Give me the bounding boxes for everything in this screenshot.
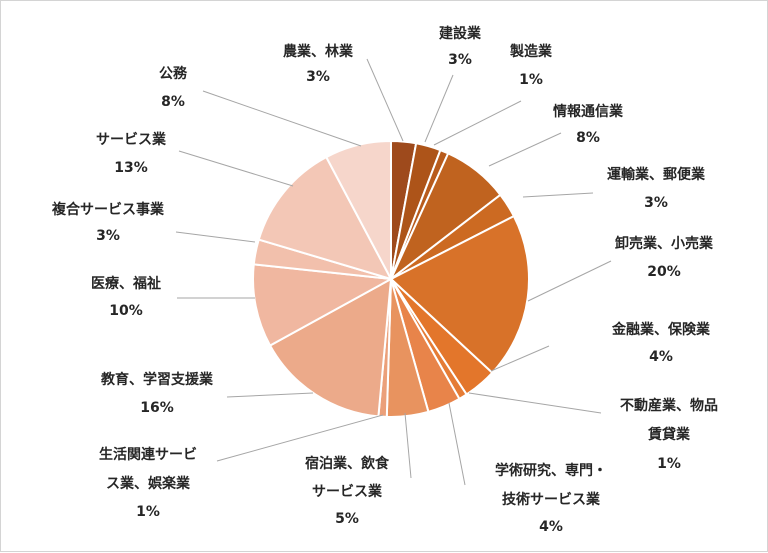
slice-category-label: サービス業 [96,131,167,148]
pie-slice [252,263,395,347]
slice-category-label: ス業、娯楽業 [106,475,191,492]
slice-category-label: 複合サービス事業 [51,201,165,218]
slice-percent-label: 3% [448,52,472,68]
leader-line [522,192,594,198]
pie-slice [268,277,393,418]
slice-percent-label: 3% [644,195,668,211]
slice-percent-label: 5% [335,511,359,527]
slice-category-label: 情報通信業 [553,103,624,120]
slice-category-label: 学術研究、専門・ [495,462,607,479]
leader-lines [175,58,612,486]
slice-percent-label: 3% [306,69,330,85]
slice-category-label: 不動産業、物品 [620,397,718,414]
leader-line [448,402,466,486]
slice-percent-label: 1% [519,72,543,88]
leader-line [468,392,602,414]
slice-category-label: 運輸業、郵便業 [607,166,706,183]
slice-labels: 農業、林業 3% 建設業 3% 製造業 1% 情報通信業 8% 運輸業、郵便業 3% 卸売業、小売業… [51,25,718,535]
slice-category-label: 金融業、保険業 [611,321,711,338]
slice-percent-label: 4% [539,519,563,535]
slice-category-label: 公務 [159,65,188,82]
slice-percent-label: 1% [657,456,681,472]
leader-line [226,392,314,398]
slice-category-label: 教育、学習支援業 [101,371,214,388]
pie-slices [252,139,530,418]
leader-line [433,100,522,146]
leader-line [175,231,256,243]
leader-line [488,132,562,167]
slice-category-label: 賃貸業 [647,426,691,443]
pie-slice [389,214,530,375]
leader-line [216,414,384,462]
slice-percent-label: 20% [647,264,681,280]
leader-line [202,90,362,147]
pie-slice [257,155,394,281]
leader-line [424,74,454,143]
leader-line [404,412,412,479]
slice-percent-label: 3% [96,228,120,244]
slice-percent-label: 8% [576,130,600,146]
leader-line [527,260,612,302]
slice-percent-label: 4% [649,349,673,365]
slice-percent-label: 8% [161,94,185,110]
slice-category-label: サービス業 [312,483,383,500]
leader-line [178,150,294,187]
slice-category-label: 宿泊業、飲食 [305,455,390,472]
slice-percent-label: 1% [136,504,160,520]
leader-line [366,58,404,142]
slice-percent-label: 16% [140,400,174,416]
slice-category-label: 技術サービス業 [502,491,601,508]
slice-category-label: 農業、林業 [283,43,354,60]
slice-percent-label: 10% [109,303,143,319]
slice-category-label: 卸売業、小売業 [615,235,714,252]
slice-percent-label: 13% [114,160,148,176]
slice-category-label: 製造業 [509,43,553,60]
slice-category-label: 建設業 [439,25,482,42]
slice-category-label: 生活関連サービ [99,446,197,463]
slice-category-label: 医療、福祉 [91,275,161,292]
leader-line [490,345,550,372]
